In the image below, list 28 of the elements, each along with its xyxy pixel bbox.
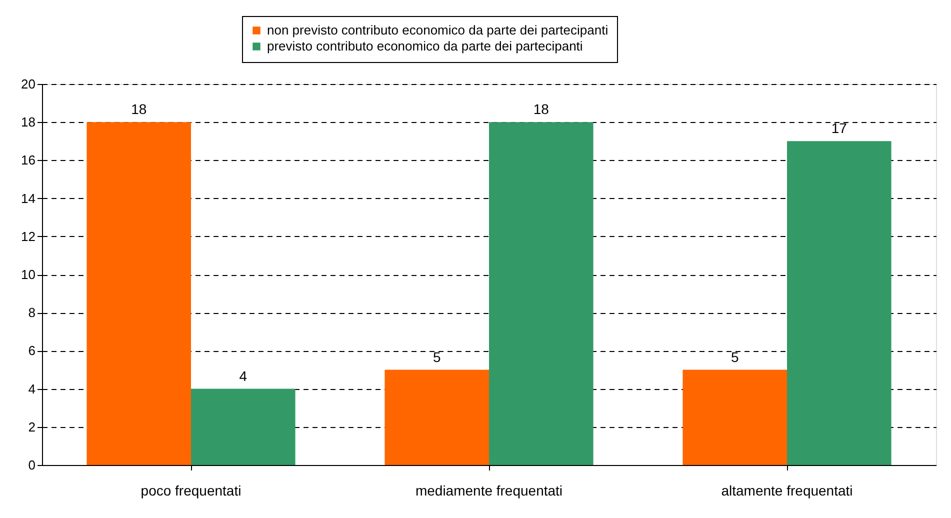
y-tick-label: 2	[28, 419, 36, 434]
bar	[384, 370, 489, 465]
legend-label: previsto contributo economico da parte dei partecipanti	[267, 38, 583, 54]
x-tick-label: mediamente frequentati	[415, 482, 563, 498]
x-tick-label: poco frequentati	[140, 482, 242, 498]
bar	[489, 122, 594, 465]
y-tick-label: 10	[21, 267, 36, 282]
y-tick-label: 14	[21, 190, 36, 206]
y-tick-label: 18	[21, 114, 36, 130]
bar	[787, 141, 892, 465]
data-label: 17	[831, 120, 848, 136]
bar	[191, 388, 296, 465]
legend-label: non previsto contributo economico da parte dei partecipanti	[267, 22, 608, 38]
y-tick-label: 4	[28, 381, 36, 396]
y-tick-label: 0	[28, 458, 36, 472]
bar	[86, 122, 191, 465]
data-label: 5	[730, 348, 739, 365]
x-tick-label: altamente frequentati	[721, 482, 853, 498]
data-label: 18	[131, 101, 147, 118]
y-tick-label: 16	[21, 152, 36, 168]
data-label: 4	[239, 368, 248, 384]
y-tick-label: 20	[21, 76, 36, 92]
y-tick-label: 8	[28, 305, 36, 320]
y-tick-label: 12	[21, 228, 36, 244]
bar	[682, 370, 787, 465]
y-tick-label: 6	[28, 343, 36, 358]
data-label: 5	[432, 348, 441, 365]
data-label: 18	[533, 101, 550, 118]
